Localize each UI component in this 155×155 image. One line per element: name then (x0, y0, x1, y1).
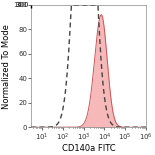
Y-axis label: Normalized To Mode: Normalized To Mode (2, 24, 11, 108)
X-axis label: CD140a FITC: CD140a FITC (62, 144, 116, 153)
Text: 300: 300 (15, 2, 29, 8)
